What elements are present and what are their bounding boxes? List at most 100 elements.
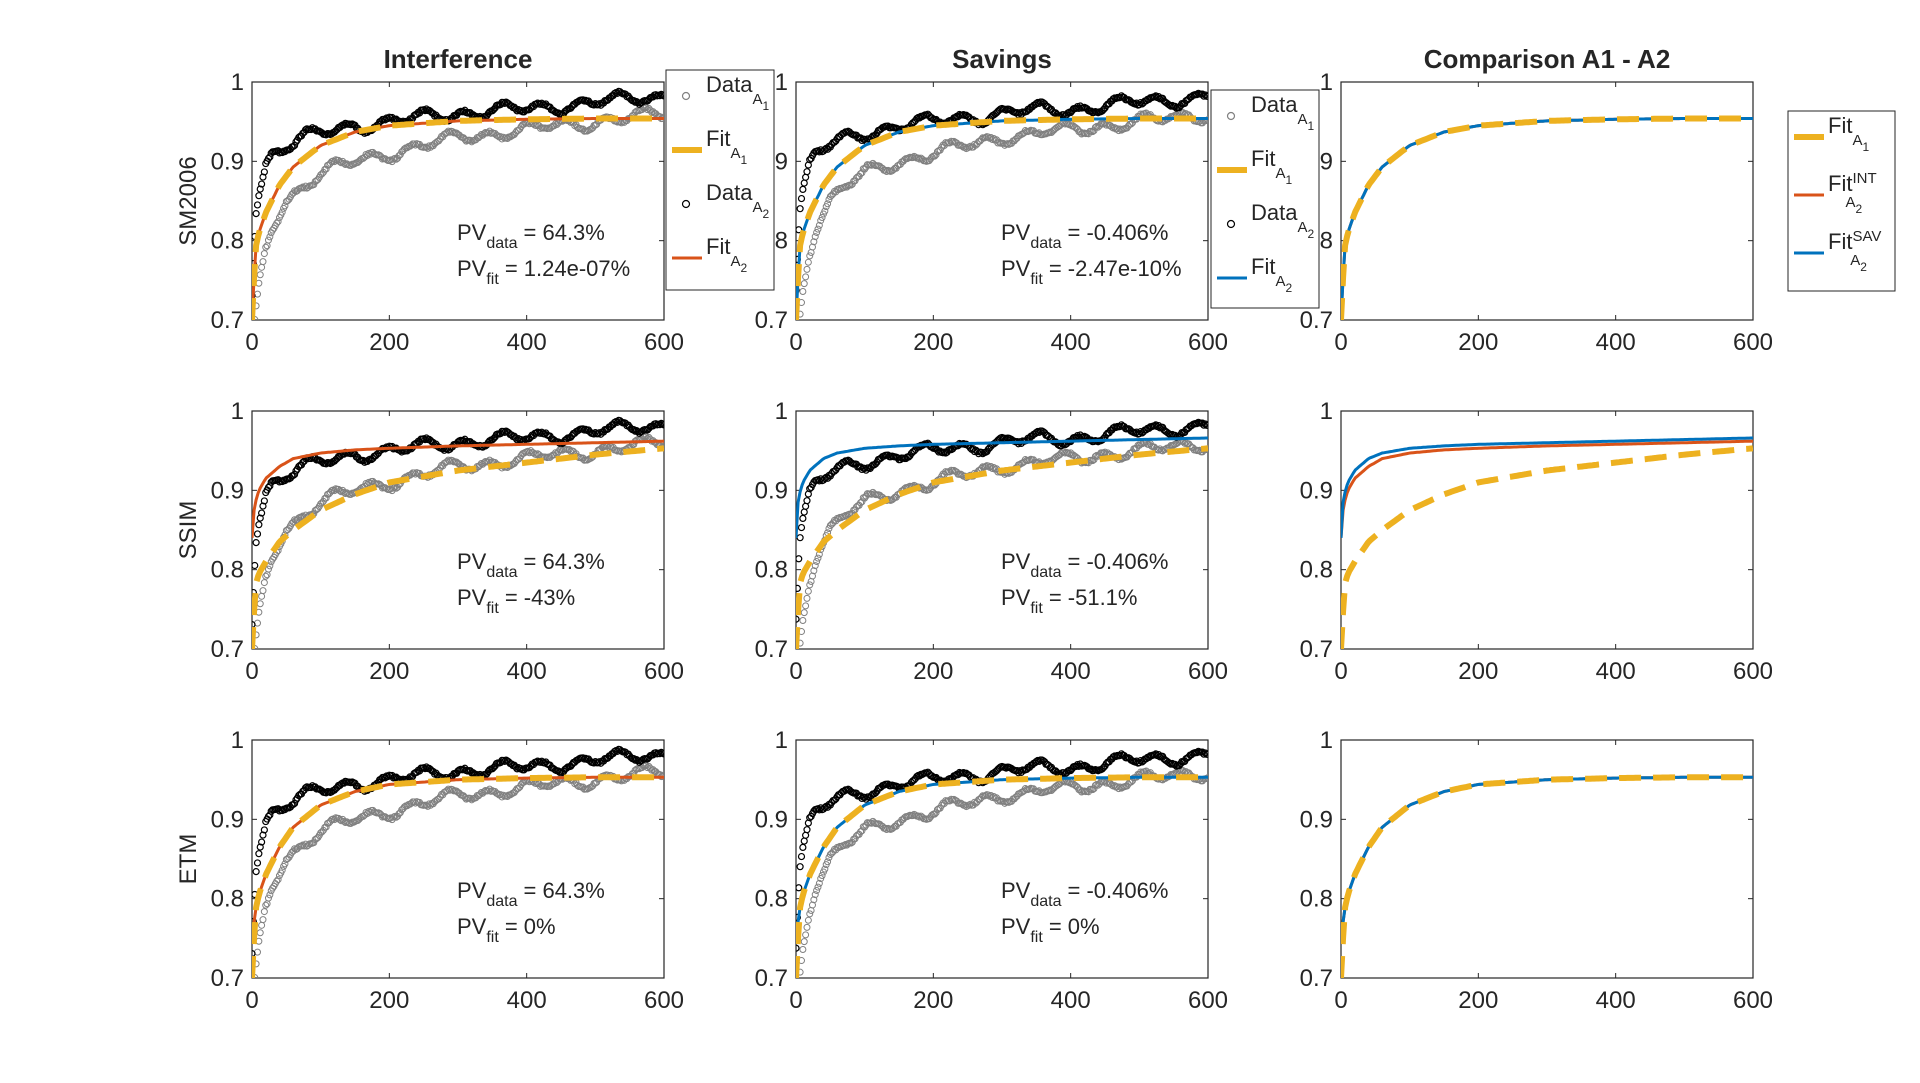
y-tick-label: 0.8 [1300, 557, 1333, 584]
pv-sub: fit [486, 600, 499, 617]
y-tick-label: 1 [231, 727, 244, 754]
x-tick-label: 400 [1051, 658, 1091, 685]
data-a1-point [389, 155, 397, 163]
data-a1-point [389, 813, 397, 821]
legend-sub: A [1846, 194, 1856, 211]
pv-sub: data [1030, 564, 1061, 581]
pv-label: PV [457, 549, 487, 574]
data-a1-point [336, 158, 344, 166]
pv-sub: data [486, 564, 517, 581]
data-a1-point [810, 896, 818, 904]
legend-label: FitA2 [706, 234, 747, 275]
legend-sub: A [730, 145, 740, 162]
data-a1-point [914, 812, 922, 820]
pv-fit-annotation: PVfit = -51.1% [1001, 585, 1137, 617]
plot-area [1341, 436, 1753, 649]
legend-label: DataA1 [706, 72, 770, 113]
pv-label: PV [1001, 914, 1031, 939]
y-tick-label: 1 [775, 727, 788, 754]
data-a2-point [260, 826, 268, 834]
legend-base: Fit [1251, 254, 1275, 279]
data-a2-point [1204, 92, 1208, 100]
data-a2-point [256, 514, 264, 522]
x-tick-label: 0 [789, 329, 802, 356]
x-tick-label: 400 [507, 658, 547, 685]
data-a1-point [982, 133, 990, 141]
data-a1-point [262, 901, 270, 909]
pv-sub: data [486, 893, 517, 910]
pv-value: = -2.47e-10% [1049, 256, 1182, 281]
data-a1-point [536, 124, 544, 132]
data-a1-point [965, 801, 973, 809]
y-tick-label: 0.7 [211, 965, 244, 992]
legend-sub: A [1275, 165, 1285, 182]
data-a1-point [804, 587, 812, 595]
legend-sub: A [730, 253, 740, 270]
pv-sub: fit [1030, 271, 1043, 288]
pv-value: = 0% [505, 914, 556, 939]
data-a1-point [804, 916, 812, 924]
data-a1-point [1091, 452, 1099, 460]
data-a1-point [259, 258, 267, 266]
legend-sub: A [1297, 111, 1307, 128]
legend-sub: A [1275, 273, 1285, 290]
data-a1-point [799, 287, 807, 295]
legend-label: FitINT A2 [1828, 170, 1876, 216]
data-a1-point [660, 113, 664, 121]
pv-value: = 64.3% [524, 220, 605, 245]
y-tick-label: 0.9 [211, 148, 244, 175]
x-tick-label: 0 [1334, 658, 1347, 685]
data-a1-point [813, 228, 821, 236]
data-a2-point [796, 944, 800, 952]
x-tick-label: 400 [1596, 658, 1636, 685]
data-a2-point [656, 750, 664, 758]
pv-value: = 64.3% [524, 549, 605, 574]
data-a1-point [264, 565, 272, 573]
data-a1-point [260, 908, 268, 916]
data-a1-point [803, 923, 811, 931]
legend-subsub: 2 [1860, 260, 1867, 274]
data-a1-point [818, 214, 826, 222]
x-tick-label: 400 [1596, 329, 1636, 356]
y-tick-label: 0.8 [211, 886, 244, 913]
data-a1-point [804, 258, 812, 266]
pv-label: PV [457, 585, 487, 610]
data-a1-point [262, 243, 270, 251]
data-a2-point [252, 210, 260, 218]
pv-fit-annotation: PVfit = 1.24e-07% [457, 256, 630, 288]
data-a2-point [253, 859, 262, 867]
data-a2-point [252, 950, 256, 958]
data-a2-point [660, 92, 664, 100]
data-a2-point [1200, 92, 1208, 100]
data-a2-point [796, 226, 803, 234]
data-a2-point [253, 201, 262, 209]
data-a2-point [799, 514, 807, 523]
y-tick-label: 1 [1320, 398, 1333, 425]
legend-base: Fit [1828, 229, 1852, 254]
y-tick-label: 0.9 [1300, 477, 1333, 504]
legend-box [665, 69, 775, 291]
data-a2-point [656, 421, 664, 429]
data-a1-point [814, 554, 822, 562]
data-a1-point [1045, 129, 1053, 137]
x-tick-label: 200 [369, 329, 409, 356]
x-tick-label: 600 [1733, 658, 1773, 685]
pv-sub: data [1030, 893, 1061, 910]
y-tick-label: 0.9 [1300, 806, 1333, 833]
y-tick-label: 0.9 [755, 477, 788, 504]
data-a2-point [255, 850, 263, 858]
pv-value: = -0.406% [1068, 878, 1169, 903]
legend-sup: SAV [1852, 228, 1881, 245]
axes-box [795, 410, 1209, 650]
row-label-0: SM2006 [175, 156, 202, 245]
fit-a2-int-line [252, 439, 664, 539]
x-tick-label: 200 [369, 987, 409, 1014]
legend-box [1787, 110, 1896, 292]
